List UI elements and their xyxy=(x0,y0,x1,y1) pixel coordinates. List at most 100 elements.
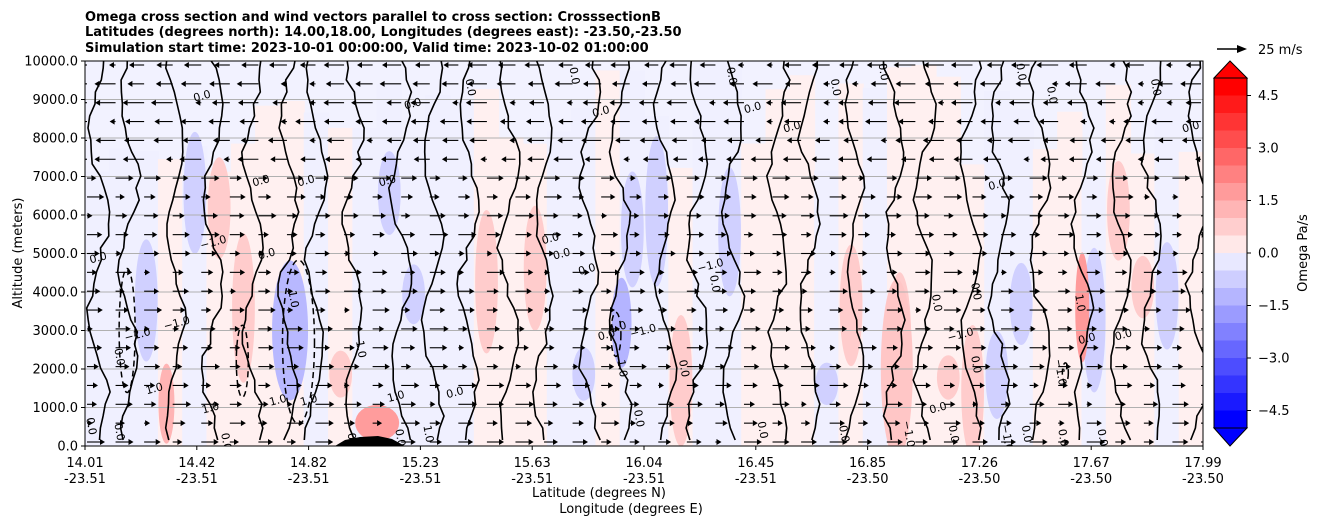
wind-vector-head xyxy=(554,80,560,87)
wind-vector-head xyxy=(614,420,620,427)
wind-vector-head xyxy=(893,344,898,351)
wind-vector-head xyxy=(529,99,534,106)
wind-vector-head xyxy=(122,212,128,219)
wind-vector-head xyxy=(1042,175,1048,182)
x-tick-label-lat: 16.45 xyxy=(737,456,774,471)
wind-vector-head xyxy=(610,307,615,314)
wind-vector-head xyxy=(157,307,163,314)
wind-vector-head xyxy=(699,344,704,351)
contour-line xyxy=(796,61,821,441)
wind-vector-head xyxy=(786,325,791,332)
wind-vector-head xyxy=(1067,307,1073,314)
wind-vector-head xyxy=(206,382,212,389)
colorbar-tick-label: −1.5 xyxy=(1258,299,1290,314)
wind-vector-head xyxy=(380,401,385,408)
wind-vector-head xyxy=(980,118,986,125)
wind-vector-head xyxy=(469,288,475,295)
wind-vector-head xyxy=(384,307,390,314)
wind-vector-head xyxy=(895,420,901,427)
wind-vector-head xyxy=(1007,137,1013,144)
wind-vector-head xyxy=(180,420,186,427)
wind-vector-head xyxy=(526,118,531,125)
contour-label: 1.0 xyxy=(200,399,220,416)
wind-vector-head xyxy=(325,80,331,87)
wind-vector-head xyxy=(127,269,133,276)
wind-vector-head xyxy=(981,193,987,200)
shading-column xyxy=(692,62,718,446)
wind-vector-head xyxy=(214,62,220,68)
y-axis-label: Altitude (meters) xyxy=(11,198,26,309)
wind-vector-head xyxy=(719,401,725,408)
wind-vector-head xyxy=(580,118,586,125)
wind-vector-head xyxy=(154,118,160,125)
wind-vector-head xyxy=(292,231,298,238)
wind-vector-head xyxy=(1154,212,1160,219)
wind-vector-head xyxy=(351,99,357,106)
contour-label: 0.0 xyxy=(1181,118,1201,135)
wind-vector-head xyxy=(893,99,899,106)
wind-vector-head xyxy=(750,401,755,408)
wind-vector-head xyxy=(726,382,732,389)
wind-vector-head xyxy=(553,156,559,163)
wind-vector-head xyxy=(615,137,621,144)
shading-column xyxy=(1178,151,1203,446)
wind-vector-head xyxy=(309,80,315,87)
wind-vector-head xyxy=(610,250,616,257)
wind-vector-head xyxy=(374,250,379,257)
wind-vector-head xyxy=(184,288,189,295)
wind-vector-head xyxy=(262,420,268,427)
wind-vector-head xyxy=(722,420,728,427)
wind-vector-head xyxy=(610,118,616,125)
contour-line xyxy=(959,61,983,441)
wind-vector-head xyxy=(287,401,293,408)
wind-vector-head xyxy=(344,382,350,389)
contour-label: 0.0 xyxy=(1019,424,1035,443)
wind-vector-head xyxy=(241,62,247,68)
y-tick-label: 2000.0 xyxy=(33,363,79,378)
wind-vector-head xyxy=(578,420,584,427)
wind-vector-head xyxy=(1097,363,1103,370)
wind-vector-head xyxy=(751,193,757,200)
wind-vector-head xyxy=(896,212,902,219)
quiver-key: 25 m/s xyxy=(1217,43,1303,58)
wind-vector-head xyxy=(606,344,612,351)
wind-vectors xyxy=(85,62,1212,445)
wind-vector-head xyxy=(549,325,555,332)
wind-vector-head xyxy=(842,439,848,445)
colorbar-band xyxy=(1214,183,1247,201)
wind-vector-head xyxy=(1150,382,1156,389)
shading-patch xyxy=(815,362,839,406)
wind-vector-head xyxy=(266,193,272,200)
y-tick-label: 4000.0 xyxy=(33,286,79,301)
wind-vector-head xyxy=(751,344,757,351)
wind-vector-head xyxy=(973,401,978,408)
wind-vector-head xyxy=(1009,99,1014,106)
wind-vector-head xyxy=(693,382,699,389)
wind-vector-head xyxy=(410,439,416,445)
x-tick-label-lon: -23.51 xyxy=(735,472,777,487)
wind-vector-head xyxy=(1207,175,1212,181)
wind-vector-head xyxy=(95,288,101,295)
contour-label: 0.0 xyxy=(192,88,212,105)
wind-vector-head xyxy=(412,288,418,295)
x-tick-label-lat: 14.01 xyxy=(66,456,103,471)
wind-vector-head xyxy=(280,80,286,87)
wind-vector-head xyxy=(236,175,242,182)
wind-vector-head xyxy=(924,212,930,219)
wind-vector-head xyxy=(671,137,677,144)
wind-vector-head xyxy=(634,401,640,408)
wind-vector-head xyxy=(557,193,563,200)
wind-vector-head xyxy=(384,363,390,370)
contour-line xyxy=(987,61,1011,441)
wind-vector-head xyxy=(350,420,356,427)
wind-vector-head xyxy=(928,156,934,163)
wind-vector-head xyxy=(211,250,217,257)
wind-vector-head xyxy=(1062,175,1068,182)
wind-vector-head xyxy=(240,420,246,427)
x-tick-label-lat: 16.85 xyxy=(849,456,886,471)
contour-label: 1.0 xyxy=(353,339,369,358)
wind-vector-head xyxy=(610,62,616,68)
wind-vector-head xyxy=(1153,401,1159,408)
wind-vector-head xyxy=(696,439,702,445)
wind-vector-head xyxy=(556,382,562,389)
